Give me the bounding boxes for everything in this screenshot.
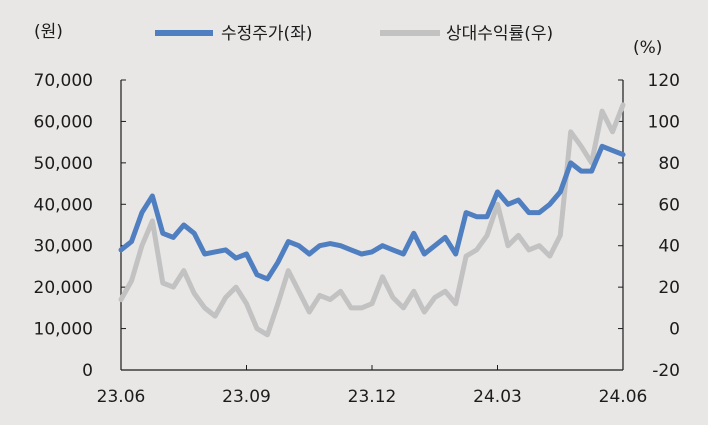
- right-tick-label: 20: [658, 278, 680, 298]
- x-tick-label: 23.12: [348, 387, 397, 407]
- left-tick-label: 60,000: [34, 112, 93, 132]
- x-tick-label: 23.09: [222, 387, 271, 407]
- x-tick-label: 24.06: [599, 387, 648, 407]
- left-tick-label: 50,000: [34, 154, 93, 174]
- right-tick-label: 0: [669, 320, 680, 340]
- axes: 0 10,000 20,000 30,000 40,000 50,000 60,000 70,…: [34, 71, 680, 407]
- series-line-price: [118, 143, 626, 282]
- legend: 수정주가(좌) 상대수익률(우): [155, 24, 553, 44]
- left-axis-unit: (원): [34, 22, 63, 42]
- right-tick-label: -20: [652, 361, 680, 381]
- right-tick-label: 80: [658, 154, 680, 174]
- x-tick-label: 23.06: [97, 387, 146, 407]
- left-tick-label: 40,000: [34, 195, 93, 215]
- left-tick-label: 20,000: [34, 278, 93, 298]
- left-tick-label: 0: [82, 361, 93, 381]
- legend-label-price: 수정주가(좌): [221, 24, 312, 44]
- plot-area: [118, 102, 626, 338]
- right-tick-label: 40: [658, 237, 680, 257]
- right-tick-label: 100: [648, 112, 680, 132]
- x-tick-label: 24.03: [473, 387, 522, 407]
- legend-label-relative: 상대수익률(우): [446, 24, 553, 44]
- left-tick-label: 10,000: [34, 320, 93, 340]
- right-tick-label: 60: [658, 195, 680, 215]
- left-tick-label: 70,000: [34, 71, 93, 91]
- series-line-relative-return: [118, 102, 626, 338]
- right-tick-label: 120: [648, 71, 680, 91]
- right-axis-unit: (%): [633, 38, 662, 58]
- left-tick-label: 30,000: [34, 237, 93, 257]
